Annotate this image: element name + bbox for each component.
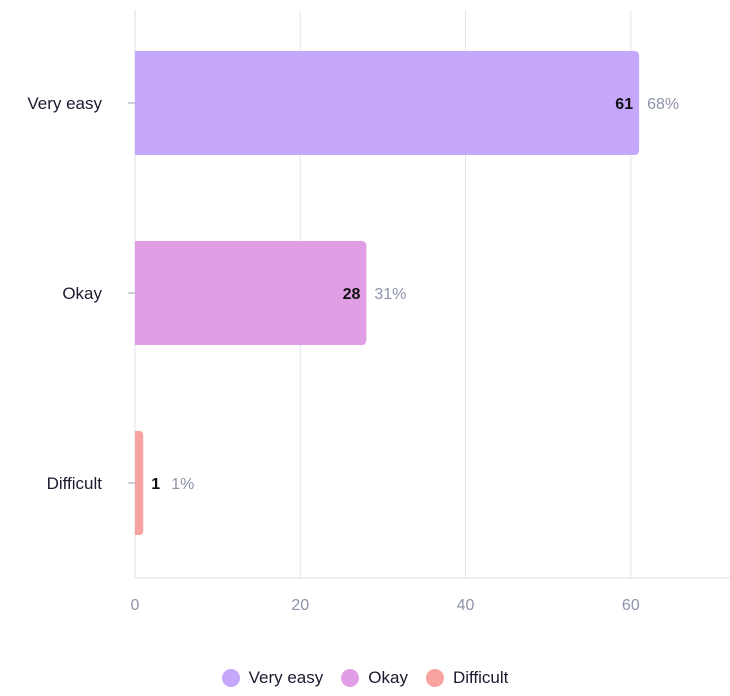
legend-item-okay[interactable]: Okay	[341, 668, 408, 688]
bar-difficult[interactable]	[135, 431, 144, 535]
legend-swatch-okay	[341, 669, 360, 687]
legend-label-okay: Okay	[368, 668, 408, 687]
x-tick-label-20: 20	[291, 597, 309, 614]
bar-okay[interactable]	[135, 241, 367, 345]
x-tick-label-0: 0	[131, 597, 140, 614]
legend-label-difficult: Difficult	[452, 668, 509, 687]
bars	[135, 51, 640, 535]
value-label-difficult: 1	[151, 476, 160, 493]
x-tick-label-60: 60	[622, 597, 640, 614]
bar-very-easy[interactable]	[135, 51, 640, 155]
legend-item-very-easy[interactable]: Very easy	[221, 668, 324, 688]
percent-label-very-easy: 68%	[647, 96, 679, 113]
labels: Very easy 61 68% Okay 28 31% Difficult 1 1%	[27, 94, 679, 493]
x-axis-ticks: 0 20 40 60	[131, 597, 640, 614]
legend-label-very-easy: Very easy	[248, 668, 324, 687]
bar-chart: Very easy 61 68% Okay 28 31% Difficult 1 1% 0 20 4…	[27, 10, 730, 614]
value-label-very-easy: 61	[615, 96, 633, 113]
category-label-difficult: Difficult	[47, 474, 103, 493]
value-label-okay: 28	[343, 286, 361, 303]
percent-label-okay: 31%	[374, 286, 406, 303]
legend-swatch-difficult	[425, 669, 444, 687]
legend: Very easy Okay Difficult	[0, 668, 730, 688]
legend-item-difficult[interactable]: Difficult	[425, 668, 509, 688]
category-label-okay: Okay	[62, 284, 102, 303]
percent-label-difficult: 1%	[171, 476, 194, 493]
category-label-very-easy: Very easy	[27, 94, 102, 113]
x-tick-label-40: 40	[457, 597, 475, 614]
legend-swatch-very-easy	[221, 669, 240, 687]
